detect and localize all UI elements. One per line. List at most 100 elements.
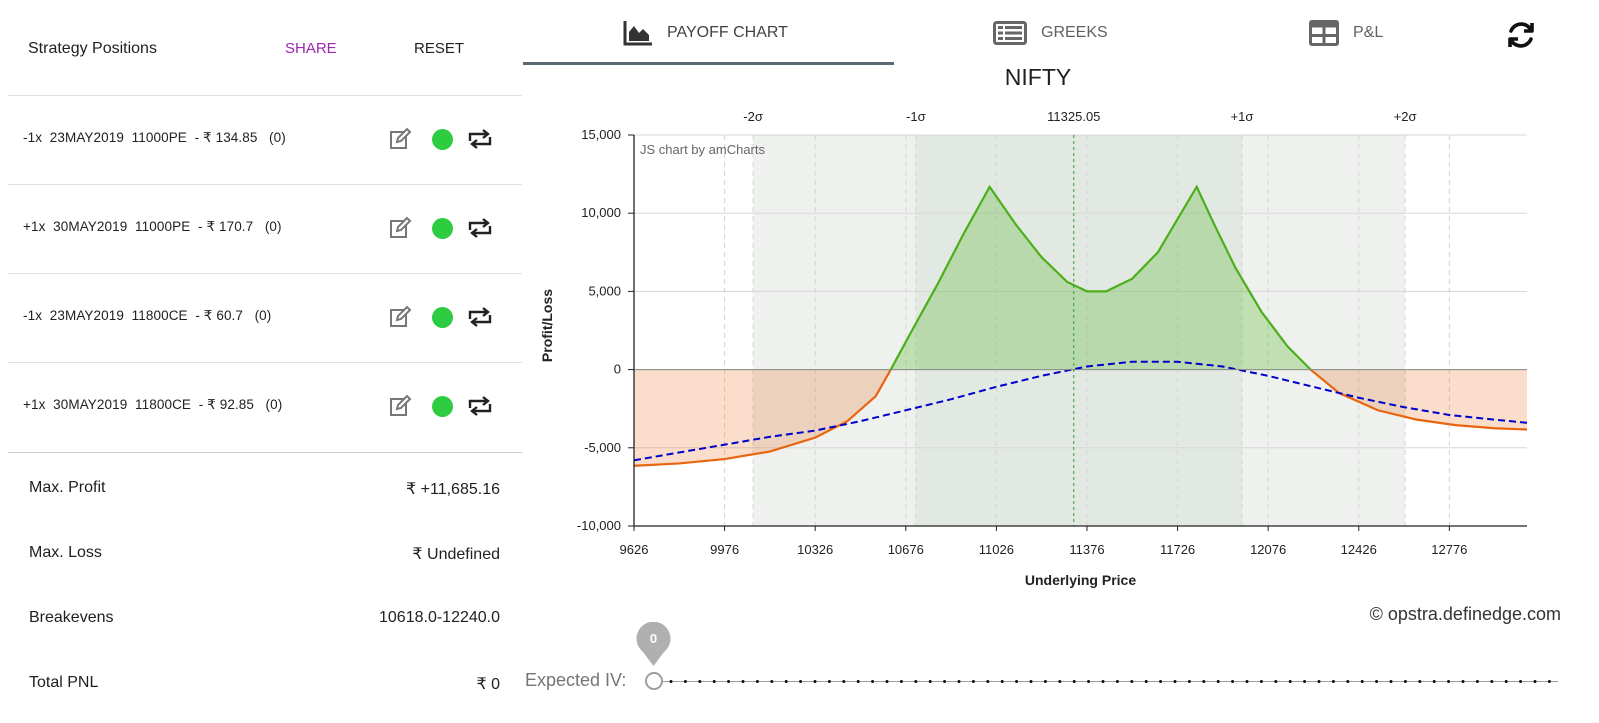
- table-icon: [1309, 20, 1339, 46]
- iv-slider-step: [1475, 680, 1479, 683]
- tab-payoff-chart[interactable]: PAYOFF CHART: [623, 0, 788, 66]
- iv-value-bubble: [636, 622, 671, 666]
- strategy-summary: Max. Profit ₹ +11,685.16 Max. Loss ₹ Und…: [8, 452, 522, 713]
- y-tick-label: 5,000: [588, 283, 621, 298]
- iv-slider-step: [1274, 680, 1278, 683]
- list-icon: [993, 21, 1027, 45]
- iv-slider-step: [856, 680, 860, 683]
- iv-slider-step: [1043, 680, 1047, 683]
- x-tick-label: 12076: [1250, 542, 1286, 557]
- breakevens-label: Breakevens: [29, 609, 114, 626]
- iv-slider-step: [1447, 680, 1451, 683]
- refresh-icon[interactable]: [1505, 19, 1537, 51]
- position-text: +1x 30MAY2019 11000PE - ₹ 170.7 (0): [23, 219, 282, 234]
- swap-icon[interactable]: [467, 217, 493, 239]
- iv-slider-step: [712, 680, 716, 683]
- status-indicator[interactable]: [432, 218, 453, 239]
- view-tabs: PAYOFF CHART GREEKS P&L: [523, 0, 1599, 66]
- edit-icon[interactable]: [388, 216, 412, 240]
- swap-icon[interactable]: [467, 128, 493, 150]
- iv-slider-step: [669, 680, 673, 683]
- iv-slider-step: [741, 680, 745, 683]
- tab-greeks[interactable]: GREEKS: [993, 0, 1108, 66]
- sigma-label: +2σ: [1394, 109, 1417, 124]
- iv-slider-step: [1159, 680, 1163, 683]
- payoff-expiry-line-profit: [889, 184, 1313, 370]
- status-indicator[interactable]: [432, 307, 453, 328]
- strategy-title: Strategy Positions: [28, 40, 157, 57]
- chart-watermark: JS chart by amCharts: [640, 142, 765, 157]
- iv-slider-step: [1303, 680, 1307, 683]
- area-chart-icon: [623, 21, 652, 46]
- strategy-header: Strategy Positions SHARE RESET: [8, 0, 522, 96]
- sigma-label: +1σ: [1231, 109, 1254, 124]
- iv-slider-step: [799, 680, 803, 683]
- iv-slider-track[interactable]: [663, 680, 1558, 683]
- iv-slider-step: [1504, 680, 1508, 683]
- iv-slider-step: [943, 680, 947, 683]
- iv-slider-step: [986, 680, 990, 683]
- iv-slider-step: [683, 680, 687, 683]
- iv-value: 0: [649, 631, 658, 646]
- iv-slider-step: [727, 680, 731, 683]
- total-pnl-value: ₹ 0: [476, 676, 500, 693]
- iv-slider-step: [1360, 680, 1364, 683]
- strategy-panel: Strategy Positions SHARE RESET -1x 23MAY…: [8, 0, 522, 723]
- y-tick-label: -5,000: [584, 440, 621, 455]
- iv-slider-step: [914, 680, 918, 683]
- iv-slider-handle[interactable]: [645, 672, 663, 690]
- position-row: -1x 23MAY2019 11000PE - ₹ 134.85 (0): [8, 96, 522, 185]
- position-text: +1x 30MAY2019 11800CE - ₹ 92.85 (0): [23, 397, 283, 412]
- max-profit-value: ₹ +11,685.16: [406, 481, 500, 498]
- status-indicator[interactable]: [432, 396, 453, 417]
- loss-area: [634, 369, 1527, 466]
- x-tick-label: 9976: [710, 542, 739, 557]
- iv-slider-step: [1547, 680, 1551, 683]
- iv-slider-step: [885, 680, 889, 683]
- iv-slider-step: [928, 680, 932, 683]
- y-tick-label: 0: [614, 362, 621, 377]
- max-profit-label: Max. Profit: [29, 479, 106, 496]
- iv-slider-step: [784, 680, 788, 683]
- iv-slider-step: [842, 680, 846, 683]
- chart-panel: PAYOFF CHART GREEKS P&L NIFTY -10,000 -5,…: [523, 0, 1599, 723]
- total-pnl-label: Total PNL: [29, 674, 99, 691]
- iv-slider-step: [1490, 680, 1494, 683]
- share-button[interactable]: SHARE: [285, 40, 337, 57]
- iv-slider-step: [1187, 680, 1191, 683]
- y-axis-title: Profit/Loss: [539, 289, 555, 362]
- site-credit: © opstra.definedge.com: [1369, 604, 1561, 624]
- reset-button[interactable]: RESET: [414, 40, 465, 57]
- iv-slider-step: [1058, 680, 1062, 683]
- iv-slider-step: [871, 680, 875, 683]
- iv-slider-step: [1317, 680, 1321, 683]
- iv-slider-step: [755, 680, 759, 683]
- iv-slider-step: [1432, 680, 1436, 683]
- iv-slider-step: [1519, 680, 1523, 683]
- swap-icon[interactable]: [467, 306, 493, 328]
- status-indicator[interactable]: [432, 129, 453, 150]
- max-loss-label: Max. Loss: [29, 544, 102, 561]
- edit-icon[interactable]: [388, 305, 412, 329]
- iv-slider-step: [1115, 680, 1119, 683]
- y-tick-label: -10,000: [577, 518, 621, 533]
- position-text: -1x 23MAY2019 11800CE - ₹ 60.7 (0): [23, 308, 272, 323]
- iv-label: Expected IV:: [525, 670, 627, 690]
- iv-slider-step: [1245, 680, 1249, 683]
- swap-icon[interactable]: [467, 395, 493, 417]
- total-pnl-row: Total PNL ₹ 0: [8, 648, 522, 713]
- iv-slider-step: [1288, 680, 1292, 683]
- tab-pnl[interactable]: P&L: [1309, 0, 1383, 66]
- edit-icon[interactable]: [388, 127, 412, 151]
- iv-slider-step: [1029, 680, 1033, 683]
- edit-icon[interactable]: [388, 394, 412, 418]
- payoff-expiry-line-loss: [634, 369, 1527, 467]
- x-tick-label: 11376: [1069, 542, 1104, 557]
- iv-slider-step: [1130, 680, 1134, 683]
- max-loss-row: Max. Loss ₹ Undefined: [8, 518, 522, 583]
- x-tick-label: 12776: [1431, 542, 1467, 557]
- iv-slider-step: [698, 680, 702, 683]
- iv-slider-step: [1389, 680, 1393, 683]
- iv-slider-step: [1346, 680, 1350, 683]
- breakevens-value: 10618.0-12240.0: [379, 609, 500, 626]
